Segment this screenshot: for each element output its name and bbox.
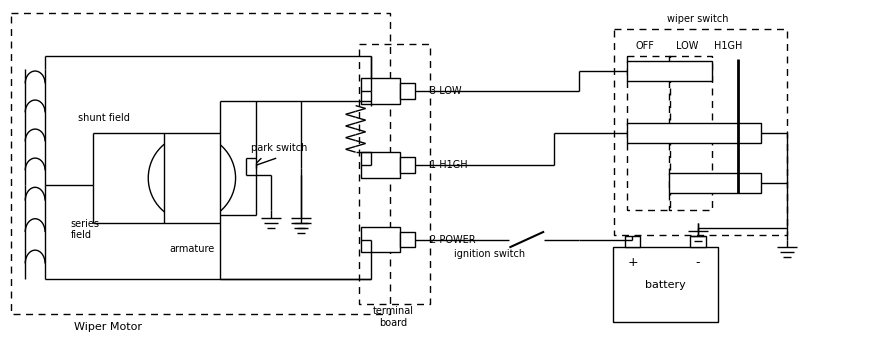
Bar bbox=[690, 236, 706, 247]
Text: +: + bbox=[627, 256, 638, 269]
Text: park switch: park switch bbox=[251, 143, 307, 153]
Text: LOW: LOW bbox=[676, 41, 699, 51]
Text: series
field: series field bbox=[71, 219, 100, 240]
Bar bbox=[612, 247, 718, 322]
Bar bbox=[401, 83, 415, 99]
Bar bbox=[361, 227, 401, 252]
Text: shunt field: shunt field bbox=[78, 114, 130, 124]
Text: battery: battery bbox=[645, 280, 685, 290]
Bar bbox=[401, 232, 415, 247]
Bar bbox=[361, 152, 401, 178]
Text: ignition switch: ignition switch bbox=[454, 250, 525, 260]
Bar bbox=[401, 157, 415, 173]
Text: 3 LOW: 3 LOW bbox=[430, 86, 462, 96]
Bar bbox=[164, 134, 219, 223]
Text: OFF: OFF bbox=[636, 41, 655, 51]
Bar bbox=[625, 236, 640, 247]
Text: terminal
board: terminal board bbox=[373, 306, 414, 328]
Bar bbox=[361, 78, 401, 104]
Bar bbox=[669, 173, 761, 193]
Text: Wiper Motor: Wiper Motor bbox=[73, 322, 142, 332]
Text: 1 H1GH: 1 H1GH bbox=[430, 160, 468, 170]
Text: armature: armature bbox=[169, 245, 214, 255]
Text: wiper switch: wiper switch bbox=[667, 14, 729, 24]
Bar bbox=[627, 124, 761, 143]
Text: 2 POWER: 2 POWER bbox=[430, 235, 476, 245]
Bar bbox=[627, 61, 712, 81]
Text: -: - bbox=[696, 256, 700, 269]
Text: H1GH: H1GH bbox=[713, 41, 742, 51]
